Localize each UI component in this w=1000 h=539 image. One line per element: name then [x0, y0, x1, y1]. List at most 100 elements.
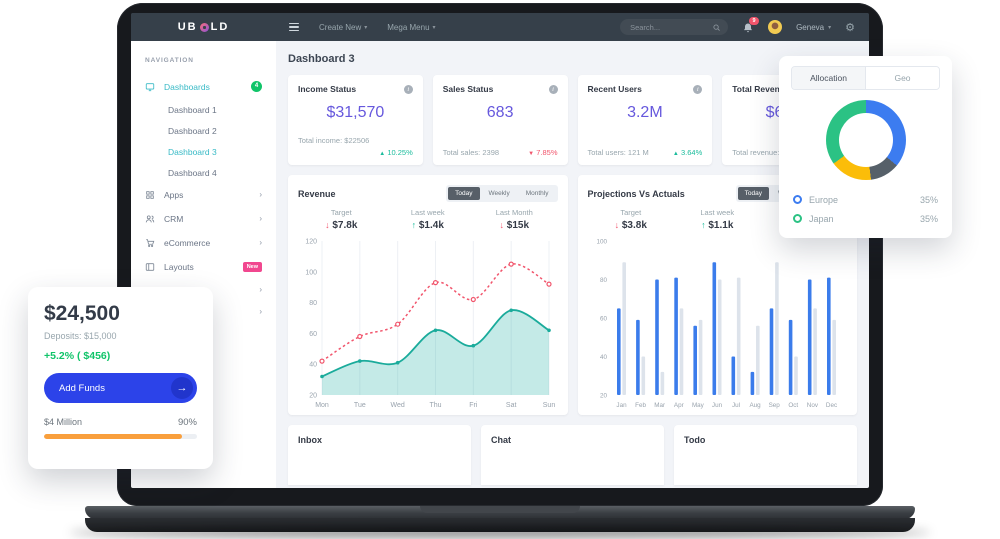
- topbar-nav: Create New ▾ Mega Menu ▾: [276, 23, 436, 32]
- chevron-right-icon: ›: [259, 190, 262, 199]
- svg-text:Jul: Jul: [732, 402, 740, 409]
- gear-icon[interactable]: ⚙: [845, 20, 855, 34]
- svg-text:Apr: Apr: [674, 402, 684, 409]
- sidebar-item-dashboard-3[interactable]: Dashboard 3: [168, 146, 217, 157]
- chevron-right-icon: ›: [259, 307, 262, 316]
- chevron-right-icon: ›: [259, 285, 262, 294]
- svg-text:Sep: Sep: [768, 402, 780, 409]
- svg-text:Mar: Mar: [654, 402, 665, 409]
- projections-bar-chart: 20 40 60 80 100 Jan Feb Mar Apr May Jun Jul Aug Sep Oc…: [596, 239, 837, 410]
- info-icon[interactable]: i: [403, 84, 413, 94]
- projections-stat-lastweek: Last week ↑ $1.1k: [700, 208, 735, 231]
- todo-card: Todo: [674, 425, 857, 485]
- sidebar-item-dashboard-1[interactable]: Dashboard 1: [168, 104, 217, 115]
- goal-label: $4 Million: [44, 417, 83, 427]
- svg-text:Aug: Aug: [749, 402, 761, 409]
- svg-text:20: 20: [309, 393, 317, 400]
- revenue-stat-lastweek: Last week ↑ $1.4k: [410, 208, 445, 231]
- stat-delta: ▲ 10.25%: [379, 148, 413, 157]
- svg-text:20: 20: [600, 393, 608, 400]
- sidebar-item-hidden-2[interactable]: ›: [131, 301, 276, 323]
- stat-delta: ▲ 3.64%: [672, 148, 703, 157]
- chevron-down-icon: ▾: [828, 24, 832, 31]
- filter-today-button[interactable]: Today: [737, 187, 770, 200]
- tab-allocation[interactable]: Allocation: [792, 67, 866, 89]
- sidebar-item-dashboards[interactable]: Dashboards 4: [131, 74, 276, 99]
- filter-monthly-button[interactable]: Monthly: [519, 187, 556, 200]
- inbox-title: Inbox: [298, 435, 322, 445]
- arrow-down-icon: ↓: [614, 220, 620, 230]
- tab-geo[interactable]: Geo: [866, 67, 939, 89]
- sidebar-item-crm[interactable]: CRM ›: [131, 207, 276, 231]
- svg-text:Sun: Sun: [543, 402, 556, 409]
- dashboards-sub-list: Dashboard 1 Dashboard 2 Dashboard 3 Dash…: [131, 99, 276, 183]
- topbar-right: 9 Geneva ▾ ⚙: [620, 17, 869, 35]
- layout-icon: [145, 263, 155, 271]
- menu-create-new[interactable]: Create New ▾: [319, 23, 367, 32]
- stat-value: 683: [486, 104, 514, 121]
- sidebar-item-hidden-1[interactable]: ›: [131, 279, 276, 301]
- laptop-bezel: UB LD Create New ▾ Mega Menu ▾: [117, 3, 883, 506]
- svg-text:100: 100: [596, 239, 607, 246]
- sidebar-item-label: Dashboards: [164, 81, 210, 92]
- svg-text:100: 100: [306, 269, 318, 276]
- allocation-donut: [825, 100, 906, 180]
- arrow-up-icon: ↑: [411, 220, 417, 230]
- svg-text:Nov: Nov: [807, 402, 819, 409]
- svg-text:Fri: Fri: [469, 402, 478, 409]
- svg-text:60: 60: [600, 316, 608, 323]
- sidebar-item-layouts[interactable]: Layouts New: [131, 255, 276, 279]
- sidebar-item-apps[interactable]: Apps ›: [131, 183, 276, 207]
- legend-label: Europe: [809, 194, 839, 205]
- revenue-line-chart: Mon Tue Wed Thu Fri Sat Sun 20 40 60 80 100 120: [306, 239, 556, 410]
- bell-icon[interactable]: 9: [742, 17, 760, 33]
- projections-title: Projections Vs Actuals: [587, 188, 685, 199]
- stat-card-users: Recent Users i 3.2M Total users: 121 M ▲…: [577, 75, 713, 165]
- svg-text:80: 80: [600, 277, 608, 284]
- menu-mega-menu[interactable]: Mega Menu ▾: [387, 23, 435, 32]
- filter-weekly-button[interactable]: Weekly: [482, 187, 517, 200]
- chevron-down-icon: ▾: [432, 24, 436, 31]
- info-icon[interactable]: i: [548, 84, 558, 94]
- info-icon[interactable]: i: [693, 84, 703, 94]
- chevron-down-icon: ▾: [364, 24, 368, 31]
- stat-title: Income Status: [298, 84, 357, 94]
- revenue-stat-target: Target ↓ $7.8k: [325, 208, 358, 231]
- svg-text:Wed: Wed: [391, 402, 405, 409]
- search-icon[interactable]: [713, 23, 720, 31]
- avatar[interactable]: [768, 20, 783, 34]
- todo-title: Todo: [684, 435, 706, 445]
- stat-card-income: Income Status i $31,570 Total income: $2…: [288, 75, 423, 165]
- add-funds-button[interactable]: Add Funds →: [44, 373, 197, 403]
- sidebar-item-dashboard-2[interactable]: Dashboard 2: [168, 125, 217, 136]
- allocation-tabs: Allocation Geo: [791, 66, 940, 90]
- allocation-card: Allocation Geo Europe 35% Japan 35%: [779, 56, 952, 238]
- logo-text-post: LD: [210, 21, 230, 33]
- legend-japan: Japan 35%: [791, 209, 940, 228]
- sidebar-item-label: CRM: [164, 214, 184, 224]
- dashboards-count-badge: 4: [251, 81, 262, 92]
- stat-cards-row: Income Status i $31,570 Total income: $2…: [288, 75, 857, 165]
- hamburger-icon[interactable]: [289, 22, 299, 32]
- svg-text:Dec: Dec: [826, 402, 837, 409]
- revenue-stat-lastmonth: Last Month ↓ $15k: [495, 208, 533, 231]
- sidebar-item-ecommerce[interactable]: eCommerce ›: [131, 231, 276, 255]
- monitor-icon: [145, 82, 155, 91]
- sidebar-item-dashboard-4[interactable]: Dashboard 4: [168, 167, 217, 178]
- svg-text:Feb: Feb: [635, 402, 646, 409]
- wallet-balance: $24,500: [44, 302, 120, 325]
- search-input[interactable]: [628, 21, 708, 33]
- ubold-logo: UB LD: [131, 21, 276, 33]
- wallet-deposits: Deposits: $15,000: [44, 331, 117, 341]
- revenue-title: Revenue: [298, 188, 336, 199]
- stat-title: Total Revenue: [732, 84, 790, 94]
- user-name: Geneva: [796, 22, 825, 32]
- goal-progress-bar: [44, 434, 197, 439]
- svg-text:60: 60: [309, 331, 317, 338]
- filter-today-button[interactable]: Today: [448, 187, 480, 200]
- logo-o-icon: [199, 22, 209, 32]
- charts-row: Revenue Today Weekly Monthly Target: [288, 175, 857, 415]
- stat-subtitle: Total sales: 2398: [442, 148, 500, 157]
- stat-title: Sales Status: [442, 84, 494, 94]
- user-menu[interactable]: Geneva ▾: [796, 23, 831, 32]
